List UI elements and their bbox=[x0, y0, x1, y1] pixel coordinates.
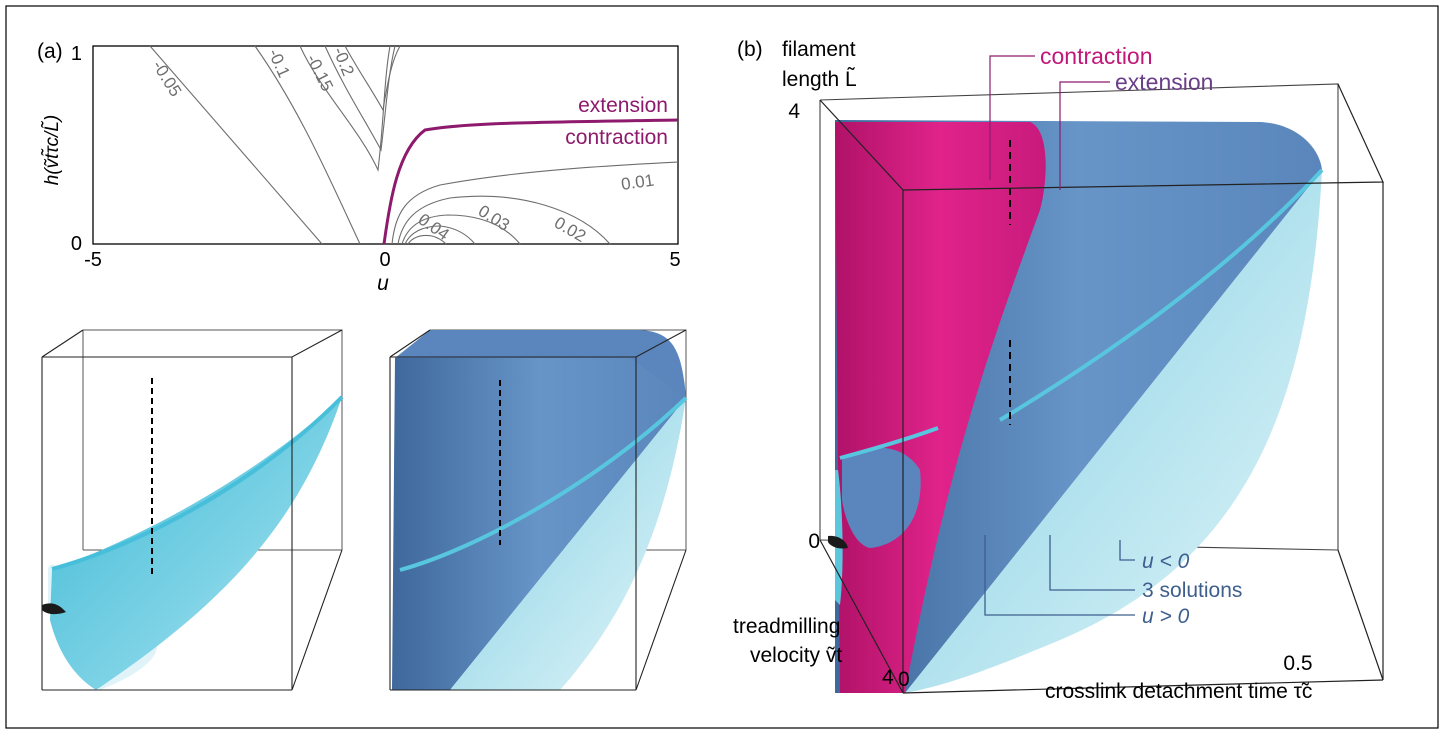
legend-u-pos: u > 0 bbox=[1142, 605, 1190, 628]
y-tick-front: 4 bbox=[882, 666, 894, 689]
extension-curve bbox=[382, 118, 679, 245]
box-small-right bbox=[389, 329, 688, 691]
y-axis-label-1: treadmilling bbox=[733, 615, 840, 638]
x-axis-label: u bbox=[377, 272, 389, 295]
y-tick-0: 0 bbox=[71, 233, 82, 255]
magenta-surface bbox=[835, 122, 1046, 693]
contour-label: -0.1 bbox=[264, 46, 293, 80]
cyan-curve bbox=[399, 396, 688, 572]
z-axis-label-2: length L̃ bbox=[782, 68, 857, 91]
panel-b: (b) filament length L̃ 4 0 bbox=[733, 38, 1384, 703]
contraction-label: contraction bbox=[565, 126, 668, 149]
panel-a: (a) 1 0 -5 0 5 u h(ṽtτ̃c/L̃) -0.05 -0.1 … bbox=[37, 40, 681, 295]
blue-lobe bbox=[842, 447, 921, 548]
z-tick-bottom: 0 bbox=[808, 530, 820, 553]
z-tick-top: 4 bbox=[788, 100, 800, 123]
blue-surface bbox=[395, 330, 686, 398]
x-tick-origin: 0 bbox=[898, 668, 910, 691]
legend-contraction: contraction bbox=[1040, 43, 1153, 69]
box-small-left bbox=[41, 329, 344, 691]
y-tick-1: 1 bbox=[71, 43, 82, 65]
legend-three-solutions: 3 solutions bbox=[1142, 579, 1242, 602]
panel-b-label: (b) bbox=[737, 38, 763, 61]
x-tick-5: 5 bbox=[669, 249, 680, 271]
z-axis-label-1: filament bbox=[782, 38, 856, 61]
contour-label: -0.15 bbox=[302, 51, 337, 94]
dark-corner bbox=[42, 603, 66, 615]
figure-border bbox=[5, 5, 1439, 729]
x-tick-neg5: -5 bbox=[84, 249, 102, 271]
cyan-curve bbox=[839, 426, 939, 460]
x-axis-label: crosslink detachment time τ̃c bbox=[1045, 680, 1312, 703]
y-axis-label: h(ṽtτ̃c/L̃) bbox=[41, 115, 63, 185]
cyan-surface bbox=[50, 397, 342, 690]
x-tick-0: 0 bbox=[379, 249, 390, 271]
cyan-curve bbox=[51, 395, 344, 571]
y-axis-label-2: velocity ṽt bbox=[750, 644, 842, 667]
legend-extension: extension bbox=[1115, 69, 1213, 95]
contour-lines bbox=[149, 45, 679, 245]
panel-a-label: (a) bbox=[37, 40, 63, 63]
light-surface bbox=[450, 398, 686, 690]
dark-corner bbox=[828, 535, 848, 549]
contour-label: 0.02 bbox=[551, 213, 589, 246]
contour-label: -0.2 bbox=[329, 44, 358, 78]
x-tick-mid: 0.5 bbox=[1283, 652, 1312, 675]
contour-label: 0.03 bbox=[475, 201, 513, 235]
cyan-curve bbox=[998, 168, 1324, 422]
blue-surface bbox=[392, 357, 686, 690]
legend-u-neg: u < 0 bbox=[1142, 550, 1190, 573]
contour-label: -0.05 bbox=[149, 57, 186, 100]
contour-label: 0.01 bbox=[620, 171, 655, 194]
extension-label: extension bbox=[578, 94, 668, 117]
